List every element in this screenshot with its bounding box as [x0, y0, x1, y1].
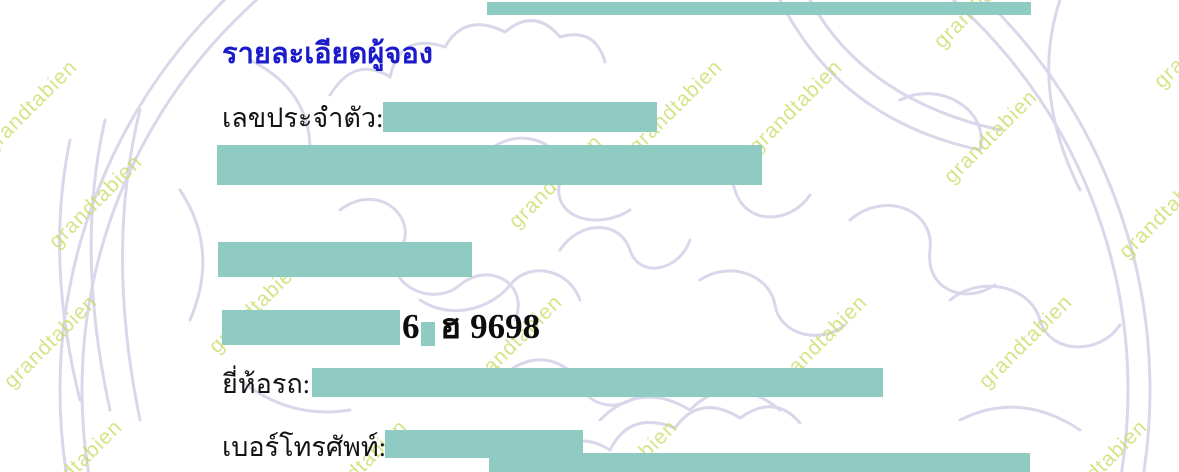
- watermark-text: grandtabien: [974, 290, 1077, 393]
- redaction-bar-plate-char: [421, 322, 435, 346]
- watermark-text: grandtabien: [0, 55, 82, 158]
- redaction-bar-row-2: [217, 145, 762, 185]
- redaction-bar-car-brand: [312, 368, 883, 397]
- watermark-text: grandtabien: [1149, 0, 1179, 93]
- redaction-bar-bottom-edge: [489, 453, 1030, 472]
- page-title: รายละเอียดผู้จอง: [222, 38, 433, 70]
- watermark-text: grandtabien: [24, 415, 127, 472]
- watermark-text: grandtabien: [939, 85, 1042, 188]
- watermark-text: grandtabien: [1144, 415, 1179, 472]
- watermark-text: grandtabien: [1114, 160, 1179, 263]
- watermark-text: grandtabien: [1049, 415, 1152, 472]
- license-plate-number: ฮ 9698: [440, 307, 541, 346]
- field-label-car-brand: ยี่ห้อรถ:: [222, 369, 311, 399]
- license-plate-first-char: 6: [402, 307, 420, 346]
- redaction-bar-plate-prefix: [222, 310, 400, 345]
- field-label-phone: เบอร์โทรศัพท์:: [222, 432, 387, 462]
- redaction-bar-top-edge: [487, 2, 1031, 15]
- field-label-id-number: เลขประจำตัว:: [222, 103, 384, 133]
- watermark-text: grandtabien: [0, 290, 102, 393]
- watermark-text: grandtabien: [744, 55, 847, 158]
- redaction-bar-id-number: [383, 102, 657, 132]
- watermark-text: grandtabien: [44, 150, 147, 253]
- redaction-bar-row-3: [218, 242, 472, 277]
